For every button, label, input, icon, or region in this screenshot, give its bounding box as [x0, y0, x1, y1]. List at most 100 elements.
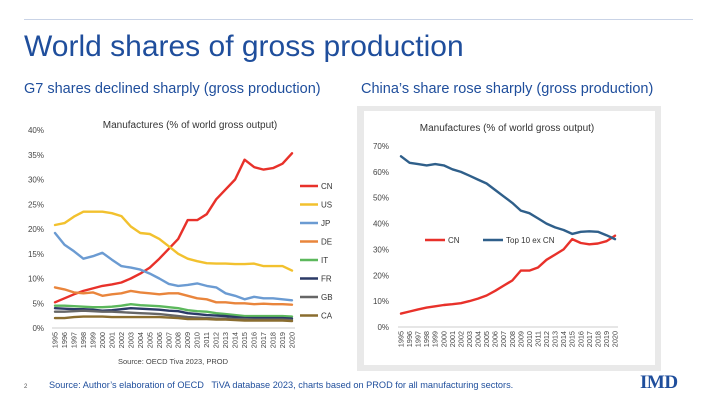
y-tick-label: 5%: [32, 299, 44, 308]
x-tick-label: 2002: [456, 331, 465, 347]
right-subtitle: China’s share rose sharply (gross produc…: [361, 81, 654, 97]
legend-label: GB: [321, 293, 333, 302]
left-subtitle: G7 shares declined sharply (gross produc…: [24, 81, 321, 97]
x-tick-label: 2005: [145, 332, 154, 348]
series-line-it: [53, 303, 294, 318]
x-tick-label: 2017: [585, 331, 594, 347]
chart-source-note: Source: OECD Tiva 2023, PROD: [118, 357, 229, 366]
x-tick-label: 2013: [551, 331, 560, 347]
x-tick-label: 2020: [288, 332, 297, 348]
y-tick-label: 0%: [32, 324, 44, 333]
x-tick-label: 2004: [474, 331, 483, 347]
series-line-cn: [53, 152, 294, 304]
x-tick-label: 2001: [107, 332, 116, 348]
legend-label: FR: [321, 275, 332, 284]
legend-label: IT: [321, 256, 328, 265]
x-tick-label: 2016: [250, 332, 259, 348]
china-line-chart: Manufactures (% of world gross output) 0%…: [364, 111, 655, 365]
y-tick-label: 0%: [377, 323, 389, 332]
y-tick-label: 30%: [373, 245, 389, 254]
x-tick-label: 1999: [431, 331, 440, 347]
series-line-fr: [53, 307, 294, 320]
x-tick-label: 2014: [559, 331, 568, 347]
y-tick-label: 35%: [28, 151, 44, 160]
x-tick-label: 2018: [593, 331, 602, 347]
x-tick-label: 2006: [155, 332, 164, 348]
x-tick-label: 1998: [422, 331, 431, 347]
g7-chart-panel: Manufactures (% of world gross output) 0%…: [24, 106, 352, 371]
y-tick-label: 20%: [373, 271, 389, 280]
x-tick-label: 1995: [397, 331, 406, 347]
y-tick-label: 10%: [28, 275, 44, 284]
legend-label: US: [321, 201, 332, 210]
x-tick-label: 1997: [414, 331, 423, 347]
x-tick-label: 2003: [126, 332, 135, 348]
y-tick-label: 40%: [373, 220, 389, 229]
series-line-ca: [53, 315, 294, 323]
x-tick-label: 1999: [88, 332, 97, 348]
series-line-de: [53, 286, 294, 306]
x-tick-label: 2006: [491, 331, 500, 347]
x-tick-label: 2008: [174, 332, 183, 348]
x-tick-label: 2000: [439, 331, 448, 347]
x-tick-label: 1998: [79, 332, 88, 348]
series-line-top-10-ex-cn: [399, 155, 617, 241]
x-tick-label: 1997: [69, 332, 78, 348]
series-line-cn: [399, 234, 617, 315]
x-tick-label: 2004: [136, 332, 145, 348]
x-tick-label: 2011: [202, 332, 211, 348]
x-tick-label: 2019: [278, 332, 287, 348]
x-tick-label: 2011: [533, 331, 542, 347]
x-tick-label: 2014: [231, 332, 240, 348]
y-tick-label: 10%: [373, 297, 389, 306]
top-rule: [24, 19, 693, 20]
legend-label: JP: [321, 219, 330, 228]
chart-title: Manufactures (% of world gross output): [103, 120, 278, 131]
x-tick-label: 2003: [465, 331, 474, 347]
chart-title: Manufactures (% of world gross output): [420, 123, 595, 134]
y-tick-label: 50%: [373, 194, 389, 203]
legend-label: DE: [321, 238, 332, 247]
china-chart-panel: Manufactures (% of world gross output) 0%…: [357, 106, 661, 371]
imd-logo: IMD: [640, 372, 678, 393]
x-tick-label: 2009: [183, 332, 192, 348]
x-tick-label: 2002: [117, 332, 126, 348]
x-tick-label: 2007: [499, 331, 508, 347]
series-line-us: [53, 210, 294, 272]
y-tick-label: 15%: [28, 250, 44, 259]
x-tick-label: 2019: [602, 331, 611, 347]
legend-label: CN: [321, 182, 333, 191]
x-tick-label: 1996: [60, 332, 69, 348]
legend-label: CA: [321, 312, 333, 321]
x-tick-label: 2017: [259, 332, 268, 348]
legend-label: CN: [448, 236, 460, 245]
x-tick-label: 2012: [212, 332, 221, 348]
x-tick-label: 2001: [448, 331, 457, 347]
x-tick-label: 2015: [568, 331, 577, 347]
x-tick-label: 2009: [516, 331, 525, 347]
footer-source: Source: Author’s elaboration of OECD TiV…: [49, 380, 514, 390]
x-tick-label: 2007: [164, 332, 173, 348]
series-line-jp: [53, 231, 294, 302]
x-tick-label: 2010: [525, 331, 534, 347]
plot-area: [364, 111, 655, 365]
y-tick-label: 40%: [28, 126, 44, 135]
x-tick-label: 2005: [482, 331, 491, 347]
y-tick-label: 60%: [373, 168, 389, 177]
x-tick-label: 2000: [98, 332, 107, 348]
x-tick-label: 2012: [542, 331, 551, 347]
x-tick-label: 2016: [576, 331, 585, 347]
y-tick-label: 30%: [28, 176, 44, 185]
x-tick-label: 2008: [508, 331, 517, 347]
x-tick-label: 2020: [611, 331, 620, 347]
y-tick-label: 20%: [28, 225, 44, 234]
x-tick-label: 2010: [193, 332, 202, 348]
y-tick-label: 70%: [373, 142, 389, 151]
page-number: 2: [24, 384, 28, 390]
legend-label: Top 10 ex CN: [506, 236, 555, 245]
slide-title: World shares of gross production: [24, 30, 464, 63]
g7-line-chart: Manufactures (% of world gross output) 0%…: [24, 106, 352, 371]
plot-area: [24, 106, 352, 371]
x-tick-label: 1996: [405, 331, 414, 347]
x-tick-label: 1995: [51, 332, 60, 348]
